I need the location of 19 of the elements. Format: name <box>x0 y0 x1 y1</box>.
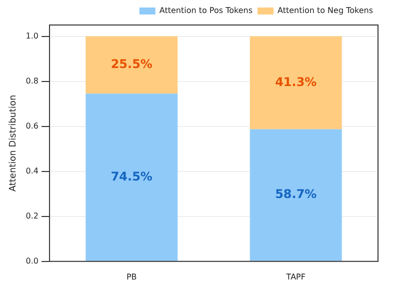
data-label: 74.5% <box>110 169 152 184</box>
data-label: 41.3% <box>275 74 317 89</box>
data-label: 25.5% <box>110 57 152 72</box>
y-tick-label: 0.2 <box>26 211 39 220</box>
bar <box>86 94 178 261</box>
y-tick-label: 1.0 <box>26 31 39 40</box>
bar <box>250 129 342 261</box>
y-tick-label: 0.0 <box>26 256 39 266</box>
legend-label: Attention to Pos Tokens <box>159 6 253 16</box>
data-label: 58.7% <box>275 187 317 202</box>
x-tick-label: TAPF <box>285 272 306 282</box>
y-tick-label: 0.6 <box>26 121 39 130</box>
y-axis-title: Attention Distribution <box>8 94 19 192</box>
bar <box>250 36 342 130</box>
x-tick-label: PB <box>126 272 137 282</box>
y-tick-label: 0.4 <box>26 166 39 176</box>
y-tick-label: 0.8 <box>26 76 39 86</box>
legend-label: Attention to Neg Tokens <box>278 6 374 16</box>
bar <box>86 36 178 94</box>
